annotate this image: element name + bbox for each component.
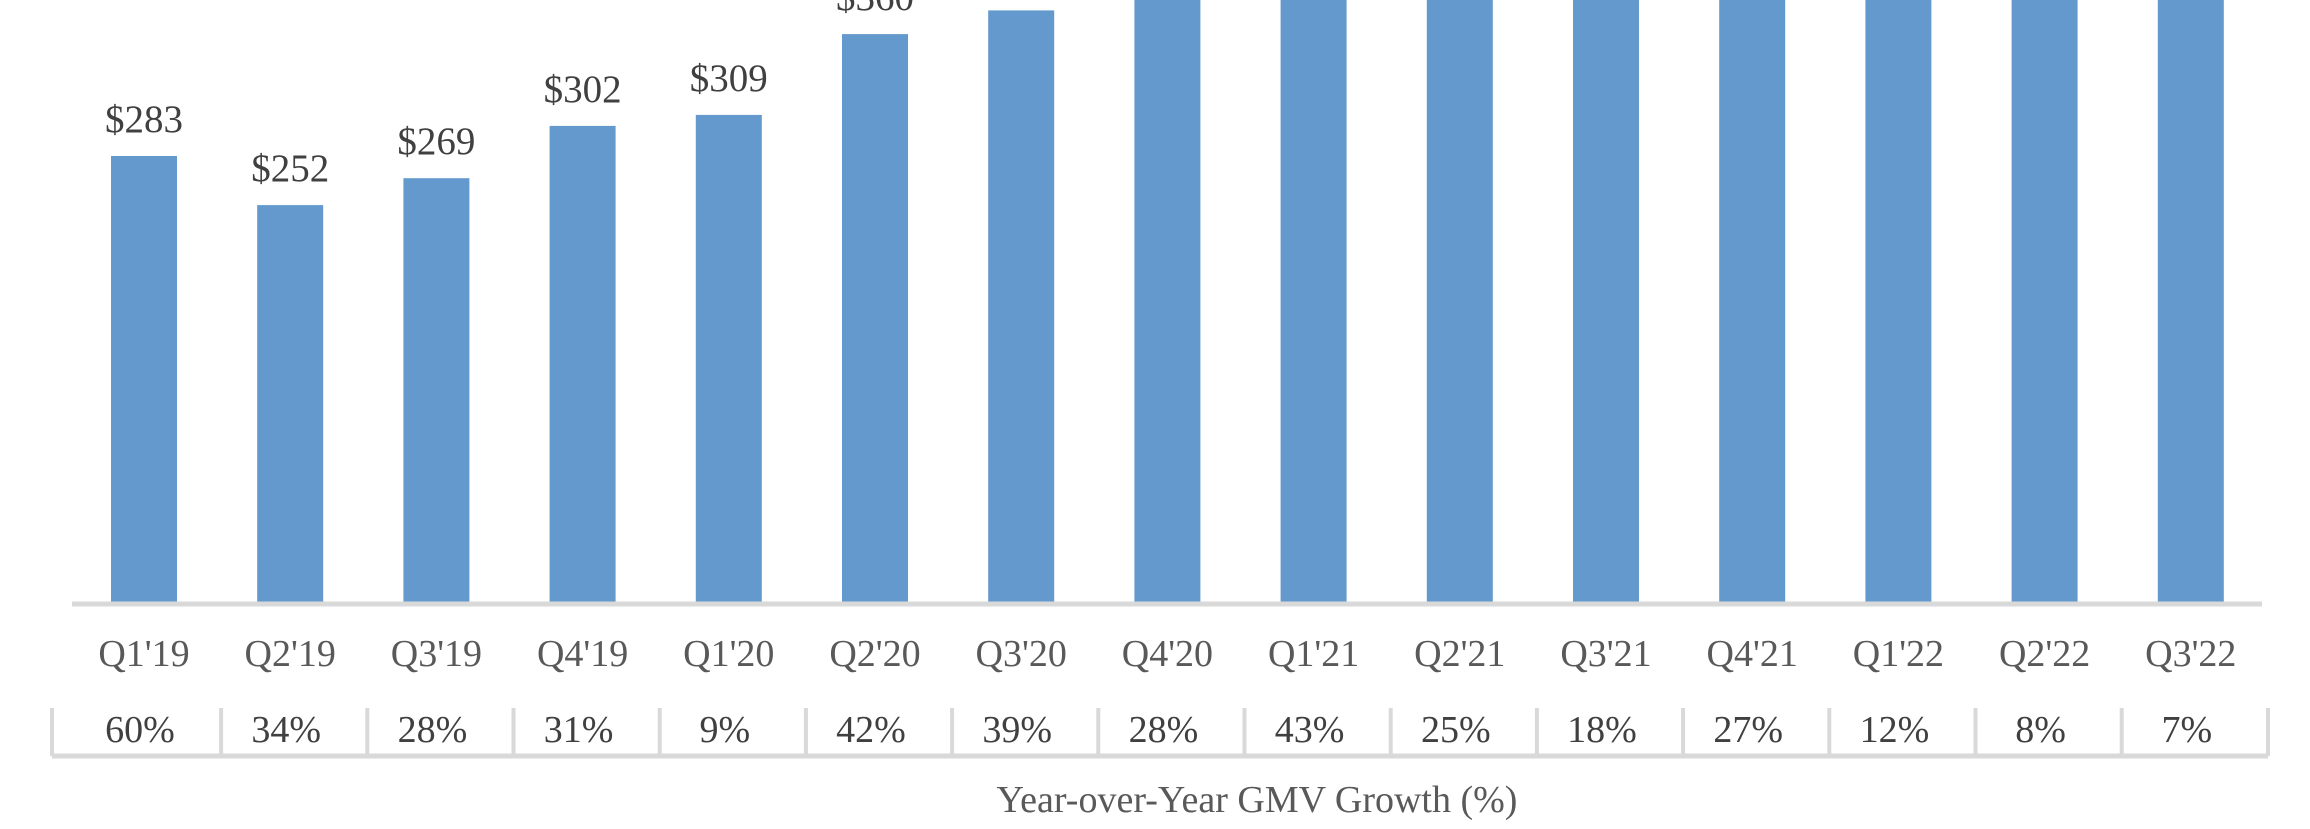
value-label: $283 [105,98,183,141]
growth-label: 7% [2161,709,2212,751]
value-label: $309 [690,57,768,100]
bar-Q2-19 [257,205,324,604]
bar-Q1-22 [1865,0,1932,605]
bar-Q3-19 [403,178,470,604]
category-label: Q3'22 [2145,633,2236,675]
category-label: Q2'21 [1414,633,1505,675]
bar-Q3-20 [988,10,1055,604]
category-label: Q1'22 [1853,633,1944,675]
growth-label: 27% [1713,709,1783,751]
bar-Q3-22 [2157,0,2224,604]
category-label: Q2'22 [1999,633,2090,675]
value-labels-group: $283$252$269$302$309$360$375$387$441$450… [105,0,914,190]
category-label: Q3'20 [976,633,1067,675]
bar-Q1-20 [695,114,762,605]
category-label: Q2'20 [829,633,920,675]
category-label: Q3'21 [1560,633,1651,675]
growth-label: 60% [105,709,175,751]
category-label: Q2'19 [245,633,336,675]
bar-Q4-21 [1719,0,1786,604]
category-label: Q1'20 [683,633,774,675]
growth-row-title: Year-over-Year GMV Growth (%) [997,779,1518,821]
value-label: $269 [397,120,475,163]
growth-label: 34% [251,709,321,751]
growth-label: 39% [982,709,1052,751]
growth-label: 18% [1567,709,1637,751]
value-label: $302 [544,68,622,111]
growth-label: 8% [2015,709,2066,751]
category-label: Q4'21 [1707,633,1798,675]
category-label: Q4'20 [1122,633,1213,675]
growth-label: 28% [398,709,468,751]
bar-Q1-19 [111,156,177,604]
bar-Q1-21 [1280,0,1347,604]
growth-label: 43% [1275,709,1345,751]
category-labels-group: Q1'19 Q2'19 Q3'19 Q4'19 Q1'20 Q2'20 Q3'20 Q4'20… [98,633,2236,675]
growth-row-group [50,708,2270,759]
bar-Q4-19 [549,125,616,605]
bars-group [111,0,2224,605]
growth-label: 9% [699,709,750,751]
bar-Q2-22 [2011,0,2078,604]
category-label: Q1'19 [98,633,189,675]
category-label: Q3'19 [391,633,482,675]
growth-label: 25% [1421,709,1491,751]
value-label: $360 [836,0,914,19]
bar-Q4-20 [1134,0,1201,604]
category-label: Q1'21 [1268,633,1359,675]
bar-Q2-20 [842,34,908,605]
bar-Q3-21 [1573,0,1639,604]
bar-Q2-21 [1426,0,1493,605]
growth-label: 42% [836,709,906,751]
growth-label: 12% [1860,709,1930,751]
growth-label: 28% [1129,709,1199,751]
category-label: Q4'19 [537,633,628,675]
value-label: $252 [251,147,329,190]
growth-label: 31% [544,709,614,751]
growth-labels-group: 60% 34% 28% 31% 9% 42% 39% 28% 43% 25% 18% 27% 12% 8%… [105,709,2212,751]
